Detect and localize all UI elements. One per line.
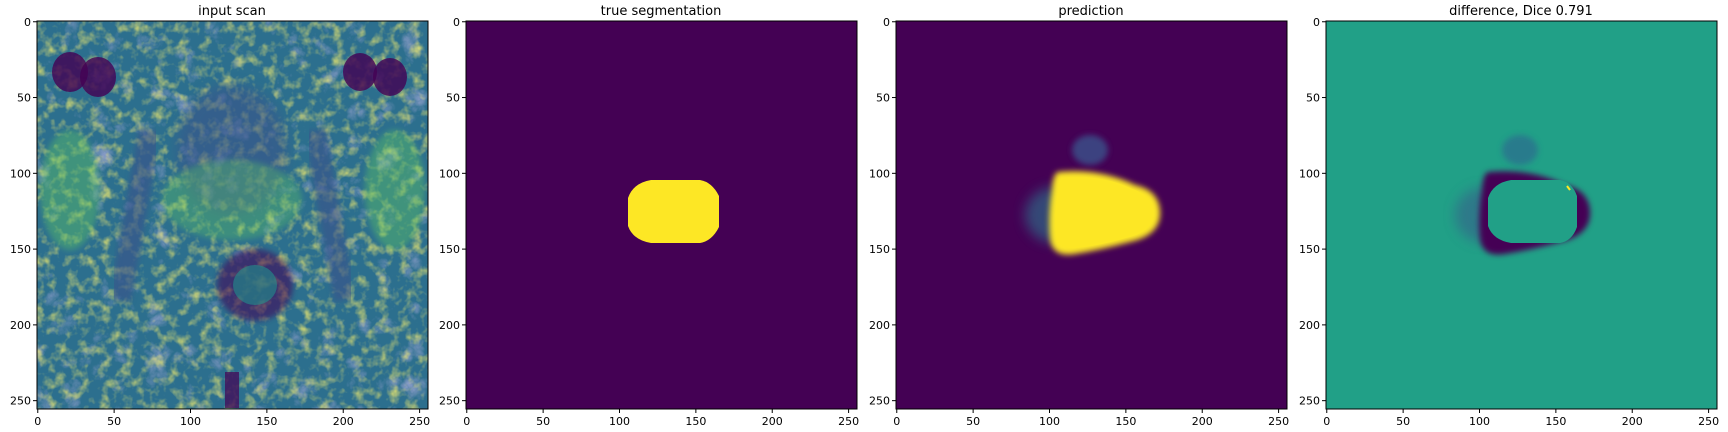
x-tick-label: 200: [1192, 415, 1213, 428]
axes-frame: [895, 20, 1288, 410]
x-tick-label: 250: [838, 415, 859, 428]
y-tick-label: 250: [1299, 395, 1320, 408]
x-tick-label: 50: [536, 415, 550, 428]
y-tick-label: 50: [17, 92, 31, 105]
y-tick-label: 150: [439, 243, 460, 256]
y-tick-label: 150: [1299, 243, 1320, 256]
x-tick-label: 250: [1698, 415, 1719, 428]
x-tick-label: 150: [685, 415, 706, 428]
y-tick-label: 0: [24, 16, 31, 29]
x-tick-label: 50: [107, 415, 121, 428]
x-tick-label: 250: [1268, 415, 1289, 428]
y-tick-label: 100: [10, 167, 31, 180]
axes-frame: [36, 20, 429, 410]
x-tick-label: 100: [180, 415, 201, 428]
panel-input-scan: input scan: [36, 4, 429, 410]
y-tick-label: 200: [869, 319, 890, 332]
panel-title: true segmentation: [601, 4, 722, 19]
true-mask-region: [628, 180, 719, 243]
x-tick-label: 150: [256, 415, 277, 428]
x-tick-label: 200: [333, 415, 354, 428]
x-tick-label: 0: [34, 415, 41, 428]
x-tick-label: 200: [762, 415, 783, 428]
panel-true-segmentation: true segmentation: [465, 4, 858, 410]
y-tick-label: 100: [439, 167, 460, 180]
y-tick-label: 250: [869, 395, 890, 408]
y-tick-label: 0: [1313, 16, 1320, 29]
x-tick-label: 250: [409, 415, 430, 428]
x-tick-label: 100: [1469, 415, 1490, 428]
x-tick-label: 0: [463, 415, 470, 428]
panel-title: difference, Dice 0.791: [1449, 4, 1593, 19]
y-tick-label: 250: [10, 395, 31, 408]
y-tick-label: 0: [883, 16, 890, 29]
y-tick-label: 200: [1299, 319, 1320, 332]
x-tick-label: 150: [1545, 415, 1566, 428]
panel-difference: difference, Dice 0.791: [1325, 4, 1718, 410]
y-tick-label: 50: [446, 92, 460, 105]
x-tick-label: 50: [966, 415, 980, 428]
x-tick-label: 100: [609, 415, 630, 428]
panel-prediction: prediction: [895, 4, 1288, 410]
panel-title: input scan: [198, 4, 266, 19]
y-tick-label: 50: [876, 92, 890, 105]
difference-center-region: [1488, 180, 1577, 243]
y-tick-label: 100: [1299, 167, 1320, 180]
x-tick-label: 50: [1396, 415, 1410, 428]
y-tick-label: 100: [869, 167, 890, 180]
axes-frame: [465, 20, 858, 410]
y-tick-label: 0: [453, 16, 460, 29]
y-tick-label: 250: [439, 395, 460, 408]
panel-title: prediction: [1058, 4, 1123, 19]
x-tick-label: 0: [893, 415, 900, 428]
y-tick-label: 150: [869, 243, 890, 256]
axes-frame: [1325, 20, 1718, 410]
x-tick-label: 150: [1115, 415, 1136, 428]
x-tick-label: 200: [1622, 415, 1643, 428]
y-tick-label: 50: [1306, 92, 1320, 105]
faint-prediction-lobe: [1072, 135, 1108, 165]
x-tick-label: 0: [1323, 415, 1330, 428]
y-tick-label: 200: [10, 319, 31, 332]
x-tick-label: 100: [1039, 415, 1060, 428]
scan-image: [37, 21, 428, 409]
y-tick-label: 200: [439, 319, 460, 332]
y-tick-label: 150: [10, 243, 31, 256]
